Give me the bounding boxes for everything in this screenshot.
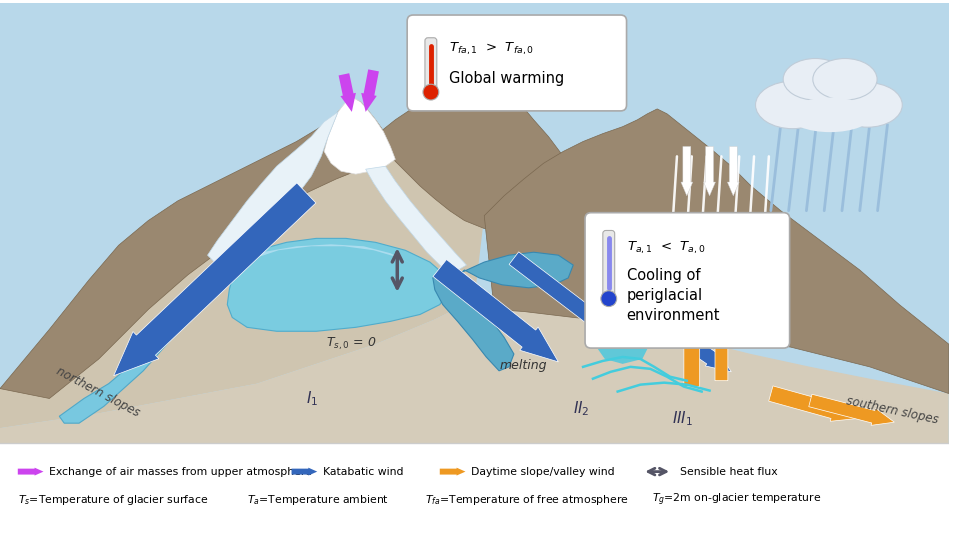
FancyArrow shape <box>728 146 739 196</box>
Circle shape <box>601 291 616 307</box>
Polygon shape <box>60 262 232 423</box>
FancyArrow shape <box>113 183 316 376</box>
Polygon shape <box>0 3 948 443</box>
Text: $T_g$=2m on-glacier temperature: $T_g$=2m on-glacier temperature <box>652 492 822 509</box>
Polygon shape <box>0 295 948 443</box>
Ellipse shape <box>783 58 848 100</box>
FancyArrow shape <box>704 146 715 196</box>
Text: $T_{fa,1}$  >  $T_{fa,0}$: $T_{fa,1}$ > $T_{fa,0}$ <box>448 40 534 57</box>
FancyBboxPatch shape <box>425 38 437 91</box>
Text: periglacial: periglacial <box>627 288 703 303</box>
FancyBboxPatch shape <box>585 213 790 348</box>
Text: Katabatic wind: Katabatic wind <box>324 467 403 477</box>
Polygon shape <box>0 127 484 428</box>
Polygon shape <box>380 79 573 231</box>
Ellipse shape <box>813 58 877 100</box>
FancyBboxPatch shape <box>603 231 614 296</box>
Text: Daytime slope/valley wind: Daytime slope/valley wind <box>471 467 615 477</box>
FancyArrow shape <box>433 260 559 362</box>
Text: Global warming: Global warming <box>448 71 564 86</box>
FancyArrow shape <box>712 312 731 381</box>
Polygon shape <box>228 238 449 331</box>
Text: northern slopes: northern slopes <box>55 364 142 419</box>
Polygon shape <box>324 98 396 174</box>
FancyArrow shape <box>681 146 693 196</box>
Text: southern slopes: southern slopes <box>845 394 940 426</box>
Text: Cooling of: Cooling of <box>627 268 700 284</box>
Text: $T_s$=Temperature of glacier surface: $T_s$=Temperature of glacier surface <box>18 493 208 507</box>
Polygon shape <box>0 443 948 537</box>
FancyArrow shape <box>648 312 732 372</box>
Polygon shape <box>237 244 413 264</box>
Text: $T_{fa}$=Temperature of free atmosphere: $T_{fa}$=Temperature of free atmosphere <box>425 493 629 507</box>
FancyArrow shape <box>769 386 860 421</box>
Ellipse shape <box>776 70 884 124</box>
Ellipse shape <box>756 81 829 129</box>
FancyArrow shape <box>509 252 617 337</box>
Text: melting: melting <box>499 359 546 372</box>
Polygon shape <box>484 109 948 394</box>
Text: $II_2$: $II_2$ <box>573 399 589 418</box>
FancyArrow shape <box>808 394 895 426</box>
FancyBboxPatch shape <box>407 15 627 111</box>
Text: $III_1$: $III_1$ <box>672 409 693 428</box>
Text: $I_1$: $I_1$ <box>306 389 319 408</box>
Ellipse shape <box>788 98 872 132</box>
Text: $T_{a,1}$  <  $T_{a,0}$: $T_{a,1}$ < $T_{a,0}$ <box>627 240 705 256</box>
FancyArrow shape <box>339 73 356 112</box>
FancyArrow shape <box>18 468 43 476</box>
Polygon shape <box>433 268 514 371</box>
Text: environment: environment <box>627 308 720 323</box>
Text: $T_a$=Temperature ambient: $T_a$=Temperature ambient <box>247 493 389 507</box>
Polygon shape <box>366 166 467 272</box>
FancyArrow shape <box>292 468 317 476</box>
Ellipse shape <box>833 83 902 127</box>
Polygon shape <box>463 252 573 288</box>
FancyArrow shape <box>440 468 466 476</box>
Polygon shape <box>0 99 396 399</box>
Text: $T_{s,0}$ = 0: $T_{s,0}$ = 0 <box>326 336 376 352</box>
FancyArrow shape <box>361 69 379 112</box>
FancyArrow shape <box>455 273 543 349</box>
Text: Sensible heat flux: Sensible heat flux <box>680 467 778 477</box>
Polygon shape <box>598 341 647 364</box>
Text: Exchange of air masses from upper atmosphere: Exchange of air masses from upper atmosp… <box>49 467 312 477</box>
Polygon shape <box>207 112 338 270</box>
Circle shape <box>423 84 439 100</box>
FancyArrow shape <box>681 309 703 387</box>
